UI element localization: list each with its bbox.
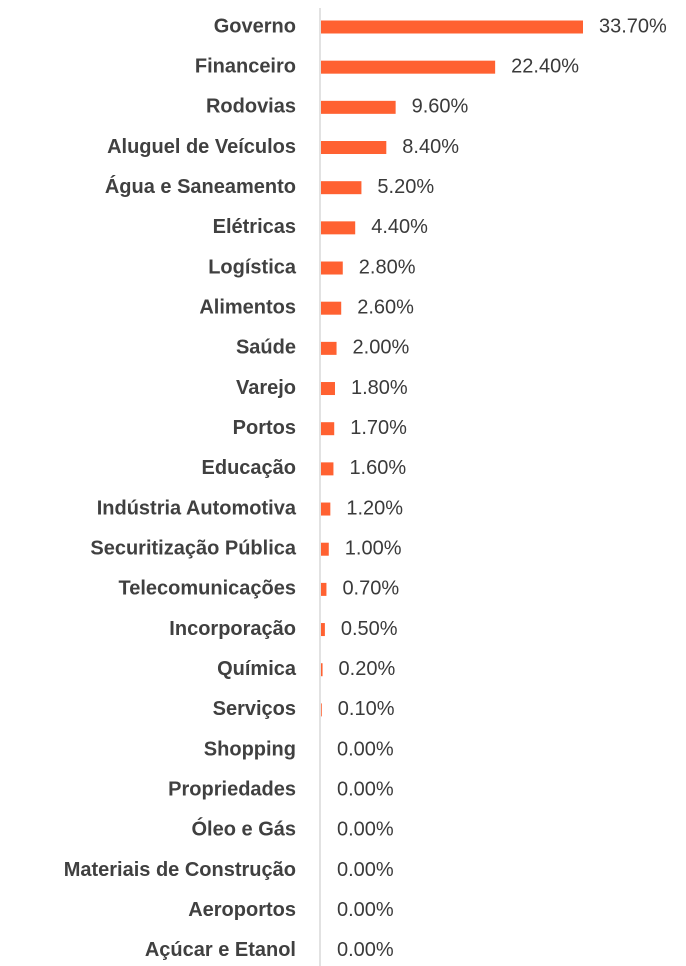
category-label: Financeiro (195, 55, 296, 77)
bar (321, 623, 325, 637)
category-label: Logística (208, 256, 297, 278)
value-label: 8.40% (402, 136, 459, 158)
value-label: 33.70% (599, 15, 667, 37)
bar (321, 542, 329, 556)
value-label: 0.00% (337, 899, 394, 921)
bar (321, 261, 343, 275)
category-label: Portos (233, 417, 296, 439)
bar (321, 422, 335, 436)
category-label: Água e Saneamento (105, 175, 296, 198)
category-label: Varejo (236, 377, 296, 399)
bar (321, 703, 322, 717)
bar (321, 341, 337, 355)
value-label: 0.10% (338, 698, 395, 720)
value-label: 0.00% (337, 779, 394, 801)
category-label: Indústria Automotiva (97, 497, 297, 519)
value-label: 2.80% (359, 256, 416, 278)
bar (321, 301, 342, 315)
value-label: 0.70% (342, 578, 399, 600)
value-label: 1.80% (351, 377, 408, 399)
value-label: 0.00% (337, 738, 394, 760)
category-label: Governo (214, 15, 296, 37)
category-label: Shopping (204, 738, 296, 760)
category-label: Incorporação (169, 618, 296, 640)
value-label: 0.20% (339, 658, 396, 680)
value-label: 1.60% (349, 457, 406, 479)
category-label: Securitização Pública (90, 537, 297, 559)
category-label: Óleo e Gás (192, 817, 297, 841)
category-label: Aluguel de Veículos (107, 136, 296, 158)
value-label: 0.00% (337, 859, 394, 881)
bar (321, 221, 356, 235)
bar (321, 582, 327, 596)
category-label: Educação (202, 457, 296, 479)
bar (321, 60, 496, 74)
bar (321, 141, 387, 155)
bar (321, 502, 331, 516)
category-label: Rodovias (206, 96, 296, 118)
bar (321, 20, 583, 34)
bar (321, 100, 396, 114)
category-label: Química (217, 658, 297, 680)
value-label: 1.00% (345, 537, 402, 559)
category-label: Serviços (213, 698, 296, 720)
category-label: Elétricas (213, 216, 296, 238)
category-label: Aeroportos (188, 899, 296, 921)
value-label: 0.00% (337, 819, 394, 841)
value-label: 22.40% (511, 55, 579, 77)
value-label: 1.20% (346, 497, 403, 519)
value-label: 0.50% (341, 618, 398, 640)
category-label: Propriedades (168, 779, 296, 801)
bar (321, 382, 335, 396)
value-label: 9.60% (412, 96, 469, 118)
value-label: 5.20% (377, 176, 434, 198)
value-label: 4.40% (371, 216, 428, 238)
value-label: 2.60% (357, 296, 414, 318)
bar (321, 663, 323, 677)
category-label: Telecomunicações (119, 578, 296, 600)
category-label: Materiais de Construção (64, 859, 296, 881)
value-label: 2.00% (353, 337, 410, 359)
category-label: Saúde (236, 337, 296, 359)
category-label: Açúcar e Etanol (145, 939, 296, 961)
bar (321, 462, 334, 476)
value-label: 1.70% (350, 417, 407, 439)
category-label: Alimentos (199, 296, 296, 318)
bar (321, 181, 362, 195)
value-label: 0.00% (337, 939, 394, 961)
